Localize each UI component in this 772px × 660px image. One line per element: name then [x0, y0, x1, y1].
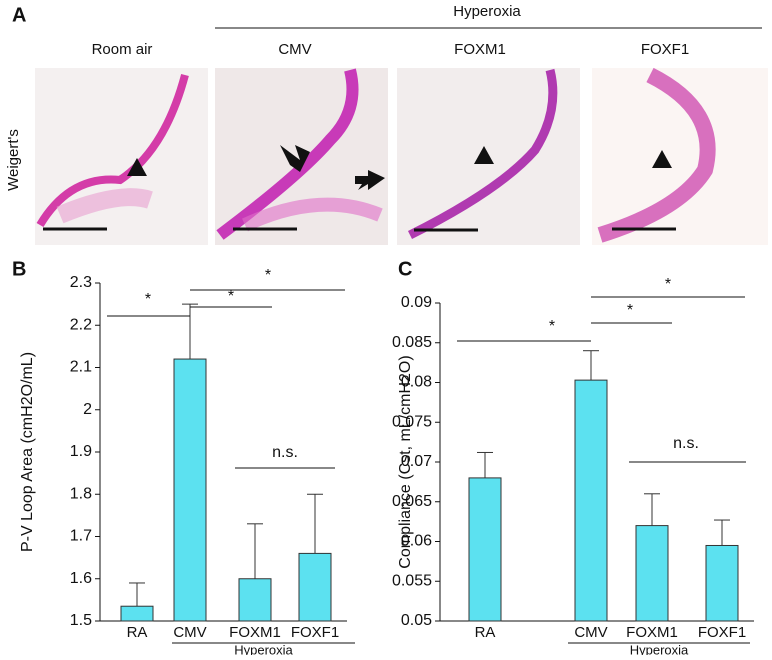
column-label: FOXM1	[454, 41, 506, 58]
panel-label: C	[398, 258, 412, 280]
y-tick-label: 1.7	[70, 528, 92, 545]
group-label: Hyperoxia	[234, 642, 293, 655]
significance-label: n.s.	[673, 435, 699, 452]
x-tick-label: FOXM1	[626, 624, 678, 641]
bar	[635, 525, 669, 622]
y-tick-label: 1.9	[70, 443, 92, 460]
bar	[173, 358, 207, 622]
column-label: CMV	[278, 41, 311, 58]
group-label: Hyperoxia	[453, 3, 521, 20]
y-tick-label: 0.08	[401, 374, 432, 391]
panel-label: B	[12, 258, 26, 280]
y-axis-label: Compliance (Cst, mL/cmH2O)	[397, 355, 414, 568]
bar	[238, 578, 272, 622]
x-tick-label: RA	[475, 624, 496, 641]
y-tick-label: 0.055	[392, 572, 432, 589]
column-label: Room air	[92, 41, 153, 58]
significance-label: *	[145, 291, 151, 308]
x-tick-label: FOXF1	[291, 624, 339, 641]
y-tick-label: 0.09	[401, 294, 432, 311]
y-tick-label: 0.085	[392, 334, 432, 351]
significance-label: *	[265, 267, 271, 284]
y-tick-label: 0.05	[401, 612, 432, 629]
y-tick-label: 0.065	[392, 493, 432, 510]
y-tick-label: 0.075	[392, 413, 432, 430]
significance-label: *	[549, 318, 555, 335]
group-label: Hyperoxia	[630, 642, 689, 655]
x-tick-label: CMV	[574, 624, 607, 641]
x-tick-label: FOXM1	[229, 624, 281, 641]
bar	[298, 552, 332, 622]
significance-label: *	[228, 288, 234, 305]
significance-label: *	[665, 276, 671, 293]
y-tick-label: 0.07	[401, 453, 432, 470]
significance-label: n.s.	[272, 444, 298, 461]
y-tick-label: 2.2	[70, 316, 92, 333]
bar	[120, 605, 154, 622]
y-tick-label: 1.6	[70, 570, 92, 587]
y-axis-label: P-V Loop Area (cmH2O/mL)	[19, 352, 36, 552]
significance-label: *	[627, 302, 633, 319]
y-tick-label: 1.8	[70, 485, 92, 502]
y-tick-label: 0.06	[401, 533, 432, 550]
y-tick-label: 2	[83, 401, 92, 418]
x-tick-label: FOXF1	[698, 624, 746, 641]
y-tick-label: 2.1	[70, 359, 92, 376]
bar	[468, 477, 502, 622]
y-tick-label: 1.5	[70, 612, 92, 629]
row-label: Weigert's	[5, 129, 22, 191]
bar	[705, 544, 739, 622]
micrographs	[35, 67, 768, 245]
panel-label: A	[12, 4, 26, 26]
y-tick-label: 2.3	[70, 274, 92, 291]
x-tick-label: CMV	[173, 624, 206, 641]
column-label: FOXF1	[641, 41, 689, 58]
bar	[574, 379, 608, 622]
x-tick-label: RA	[127, 624, 148, 641]
